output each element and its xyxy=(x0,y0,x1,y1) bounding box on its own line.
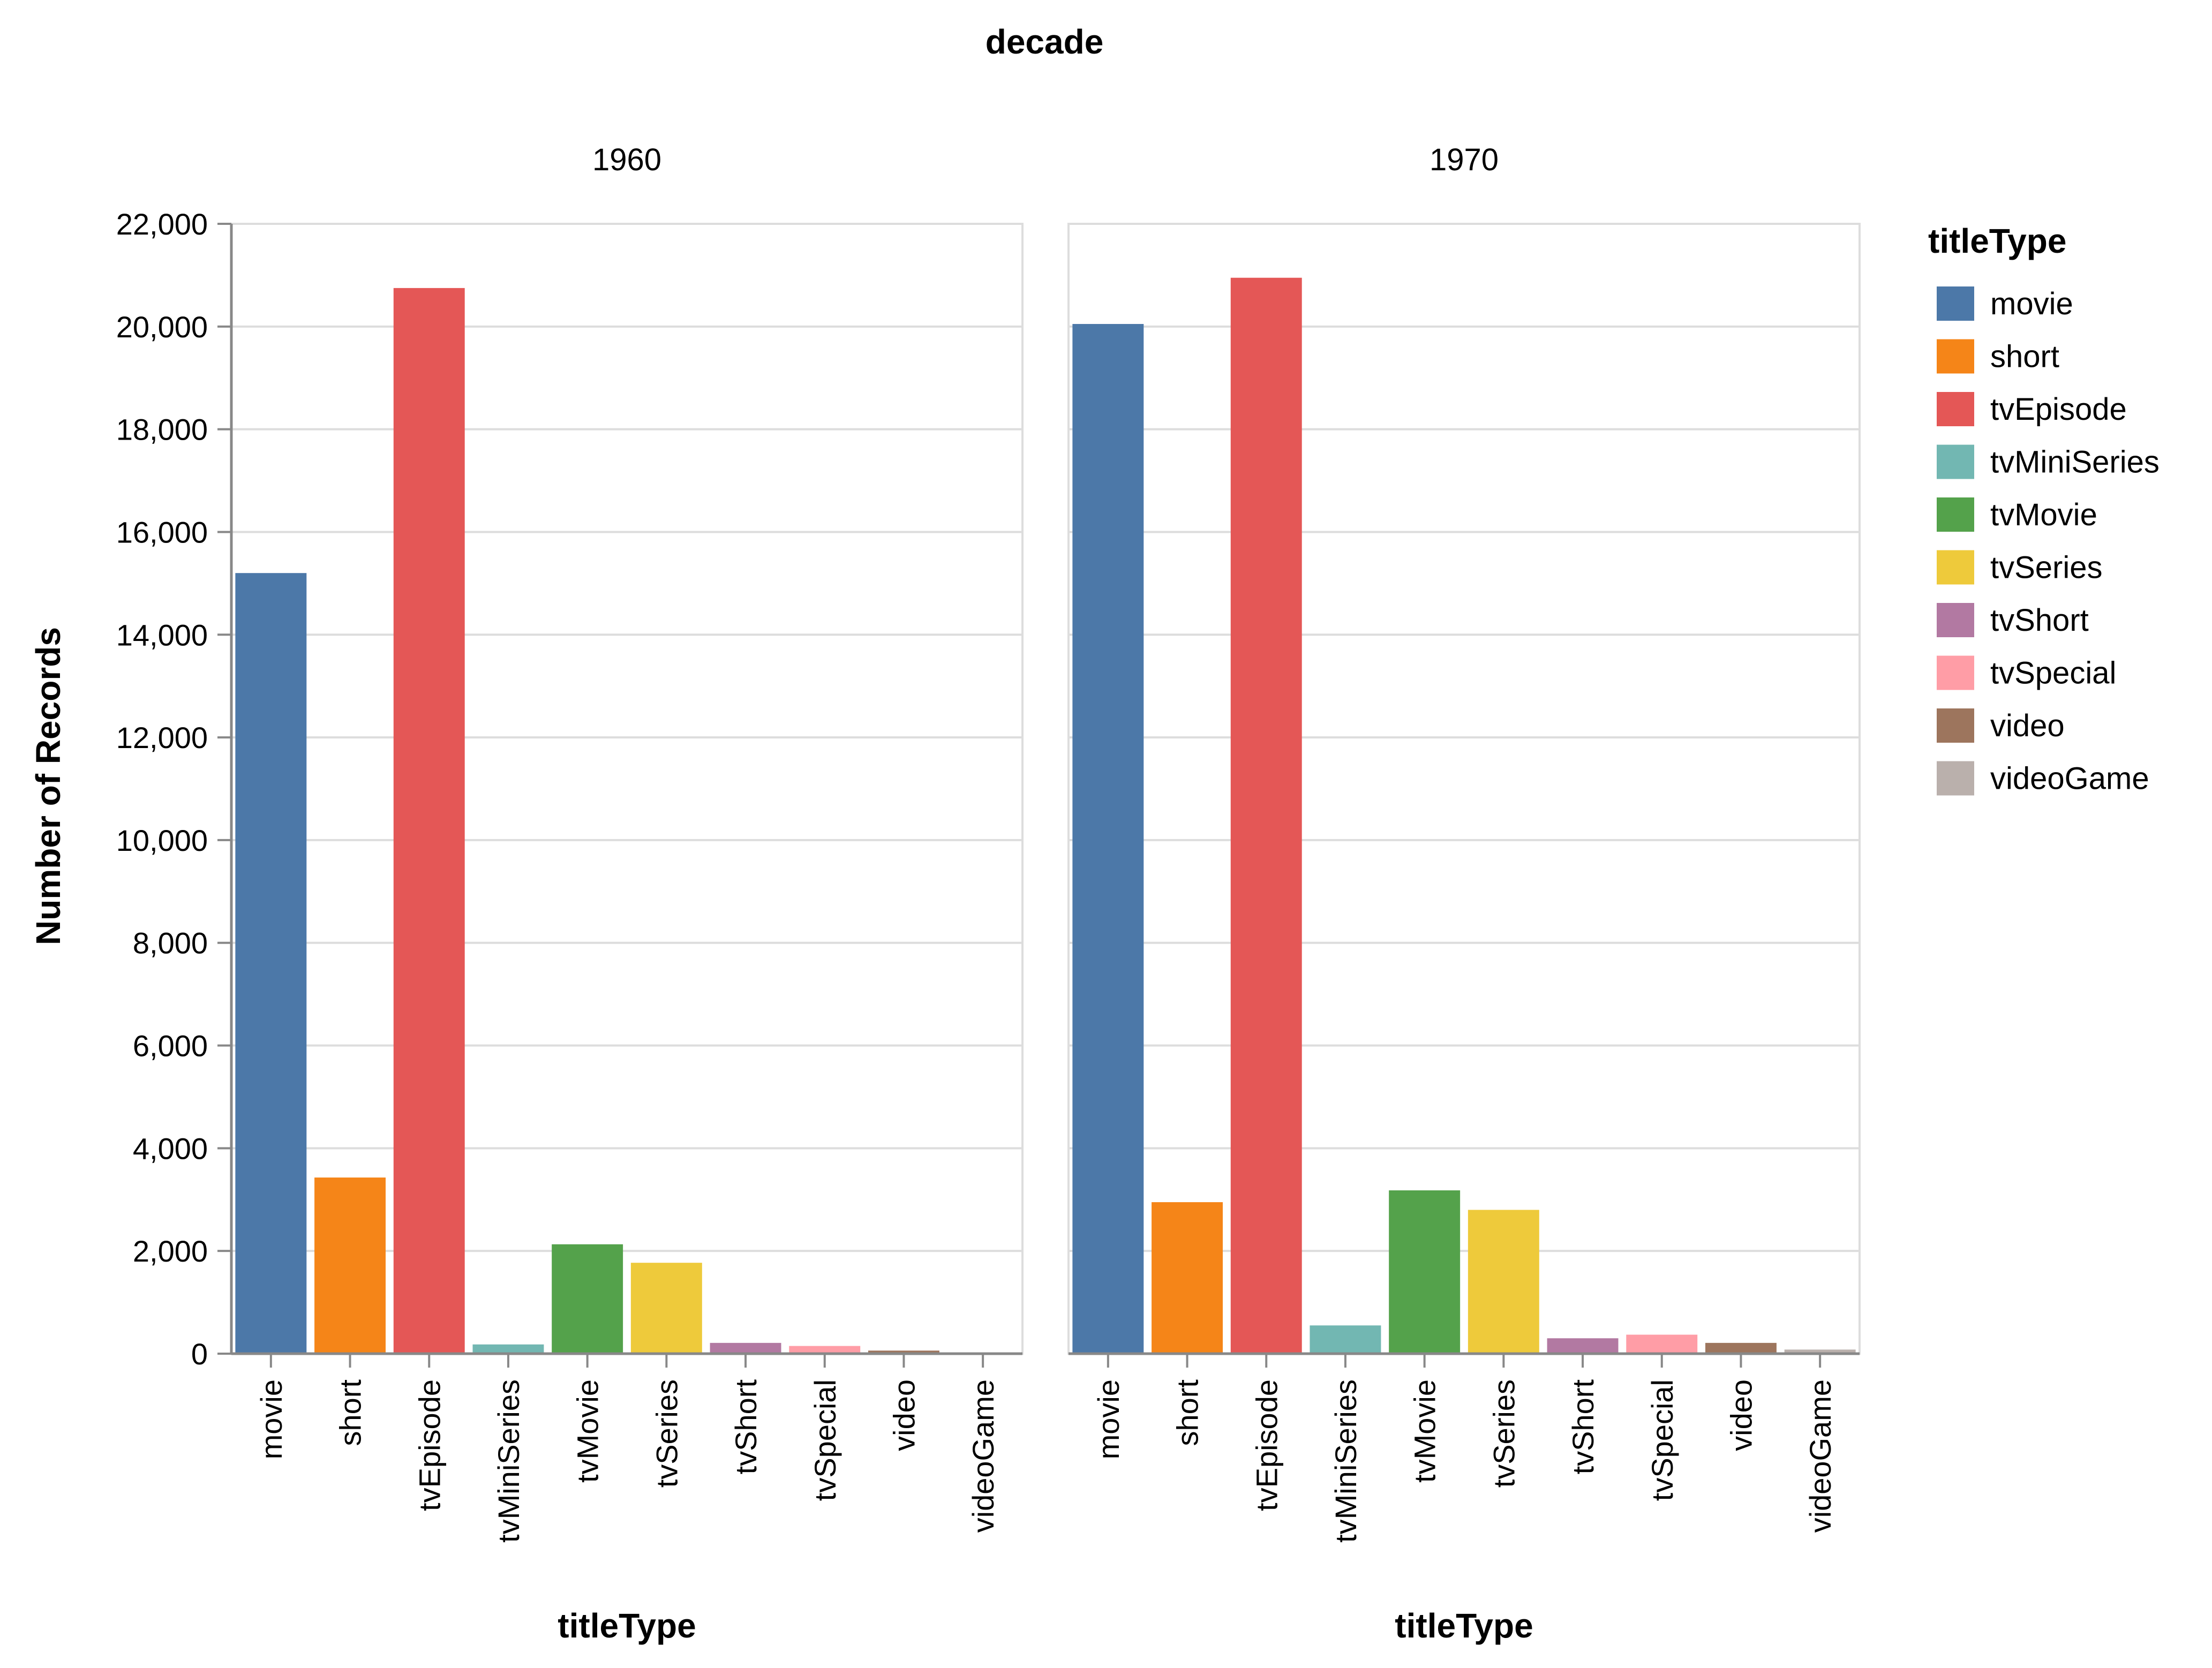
legend-swatch-tvMovie xyxy=(1937,497,1974,532)
bar-1970-tvEpisode xyxy=(1230,277,1302,1354)
x-tick-label: tvShort xyxy=(729,1379,763,1475)
bar-1970-video xyxy=(1705,1342,1777,1354)
legend-swatch-videoGame xyxy=(1937,761,1974,796)
bar-1970-tvShort xyxy=(1547,1338,1619,1354)
x-tick-label: tvMovie xyxy=(571,1379,605,1483)
y-tick-label: 10,000 xyxy=(116,824,208,857)
bar-1960-tvEpisode xyxy=(393,288,465,1354)
x-tick-label: tvMiniSeries xyxy=(1329,1379,1363,1543)
legend: titleType movie short tvEpisode tvMiniSerie… xyxy=(1928,222,2160,796)
bar-1960-tvSpecial xyxy=(789,1346,861,1354)
y-tick-label: 12,000 xyxy=(116,721,208,754)
bar-1960-movie xyxy=(235,573,307,1354)
legend-swatch-short xyxy=(1937,339,1974,374)
facet-header: 1960 xyxy=(592,142,661,177)
x-tick-label: tvSeries xyxy=(1487,1379,1521,1488)
bar-1970-short xyxy=(1152,1202,1223,1354)
x-tick-label: movie xyxy=(254,1379,288,1459)
legend-title: titleType xyxy=(1928,222,2066,260)
legend-label-videoGame: videoGame xyxy=(1990,761,2149,796)
x-tick-label: tvShort xyxy=(1566,1379,1600,1475)
y-tick-label: 14,000 xyxy=(116,618,208,652)
bar-1970-tvMiniSeries xyxy=(1310,1325,1381,1354)
y-axis: 0 2,000 4,000 6,000 8,000 10,000 12,000 14,000 1… xyxy=(116,207,233,1371)
legend-swatch-tvShort xyxy=(1937,603,1974,637)
y-tick-label: 16,000 xyxy=(116,515,208,549)
y-tick-label: 0 xyxy=(191,1337,208,1371)
legend-label-video: video xyxy=(1990,708,2065,743)
x-tick-label: tvMovie xyxy=(1408,1379,1442,1483)
y-tick-label: 22,000 xyxy=(116,207,208,241)
facet-panel-1970: 1970 movie short tvEpisode tvMiniSeries tvMov… xyxy=(1067,142,1861,1645)
x-tick-label: tvSpecial xyxy=(1645,1379,1679,1501)
x-tick-label: tvMiniSeries xyxy=(492,1379,525,1543)
legend-label-tvShort: tvShort xyxy=(1990,603,2089,638)
bar-1960-short xyxy=(314,1178,386,1354)
x-tick-label: movie xyxy=(1092,1379,1125,1459)
x-axis-title: titleType xyxy=(558,1606,696,1645)
bar-1960-tvMovie xyxy=(552,1244,623,1354)
legend-label-movie: movie xyxy=(1990,286,2073,321)
x-tick-label: tvSpecial xyxy=(808,1379,842,1501)
bar-1970-movie xyxy=(1072,324,1144,1354)
plot-frame xyxy=(1067,223,1861,1355)
legend-swatch-tvSpecial xyxy=(1937,655,1974,690)
x-tick-label: short xyxy=(1171,1379,1205,1446)
legend-label-tvMovie: tvMovie xyxy=(1990,497,2097,532)
bar-1970-tvSeries xyxy=(1468,1210,1539,1354)
legend-label-tvSeries: tvSeries xyxy=(1990,550,2103,585)
y-tick-label: 2,000 xyxy=(133,1234,208,1268)
legend-label-tvMiniSeries: tvMiniSeries xyxy=(1990,445,2160,480)
bar-1970-tvMovie xyxy=(1389,1190,1461,1354)
legend-swatch-tvSeries xyxy=(1937,550,1974,585)
x-tick-label: short xyxy=(334,1379,367,1446)
x-tick-label: tvSeries xyxy=(650,1379,683,1488)
x-tick-label: videoGame xyxy=(966,1379,1000,1533)
facet-title: decade xyxy=(985,22,1104,61)
bar-1960-tvMiniSeries xyxy=(472,1344,544,1354)
y-tick-label: 20,000 xyxy=(116,310,208,344)
legend-label-tvSpecial: tvSpecial xyxy=(1990,656,2116,691)
legend-label-short: short xyxy=(1990,339,2059,374)
x-tick-label: video xyxy=(887,1379,921,1451)
bar-1970-videoGame xyxy=(1784,1349,1856,1354)
y-tick-label: 6,000 xyxy=(133,1029,208,1063)
x-tick-label: tvEpisode xyxy=(1250,1379,1283,1511)
y-tick-label: 18,000 xyxy=(116,413,208,447)
x-tick-label: videoGame xyxy=(1803,1379,1837,1533)
facet-panel-1960: 1960 movie short tvEpisode tvMiniSeries tvMov… xyxy=(230,142,1024,1645)
bar-1960-tvShort xyxy=(710,1342,781,1354)
facet-panels: 1960 movie short tvEpisode tvMiniSeries tvMov… xyxy=(116,142,1861,1645)
legend-swatch-tvEpisode xyxy=(1937,392,1974,426)
legend-swatch-movie xyxy=(1937,286,1974,321)
bar-1960-video xyxy=(868,1350,939,1354)
legend-swatch-tvMiniSeries xyxy=(1937,444,1974,479)
legend-swatch-video xyxy=(1937,708,1974,743)
y-tick-label: 4,000 xyxy=(133,1131,208,1165)
bar-1960-tvSeries xyxy=(630,1263,702,1354)
bar-1970-tvSpecial xyxy=(1626,1334,1698,1354)
x-axis-title: titleType xyxy=(1395,1606,1533,1645)
facet-header: 1970 xyxy=(1429,142,1499,177)
x-tick-label: tvEpisode xyxy=(412,1379,446,1511)
y-axis-title: Number of Records xyxy=(29,627,67,945)
y-tick-label: 8,000 xyxy=(133,926,208,960)
legend-label-tvEpisode: tvEpisode xyxy=(1990,392,2127,427)
x-tick-label: video xyxy=(1724,1379,1758,1451)
